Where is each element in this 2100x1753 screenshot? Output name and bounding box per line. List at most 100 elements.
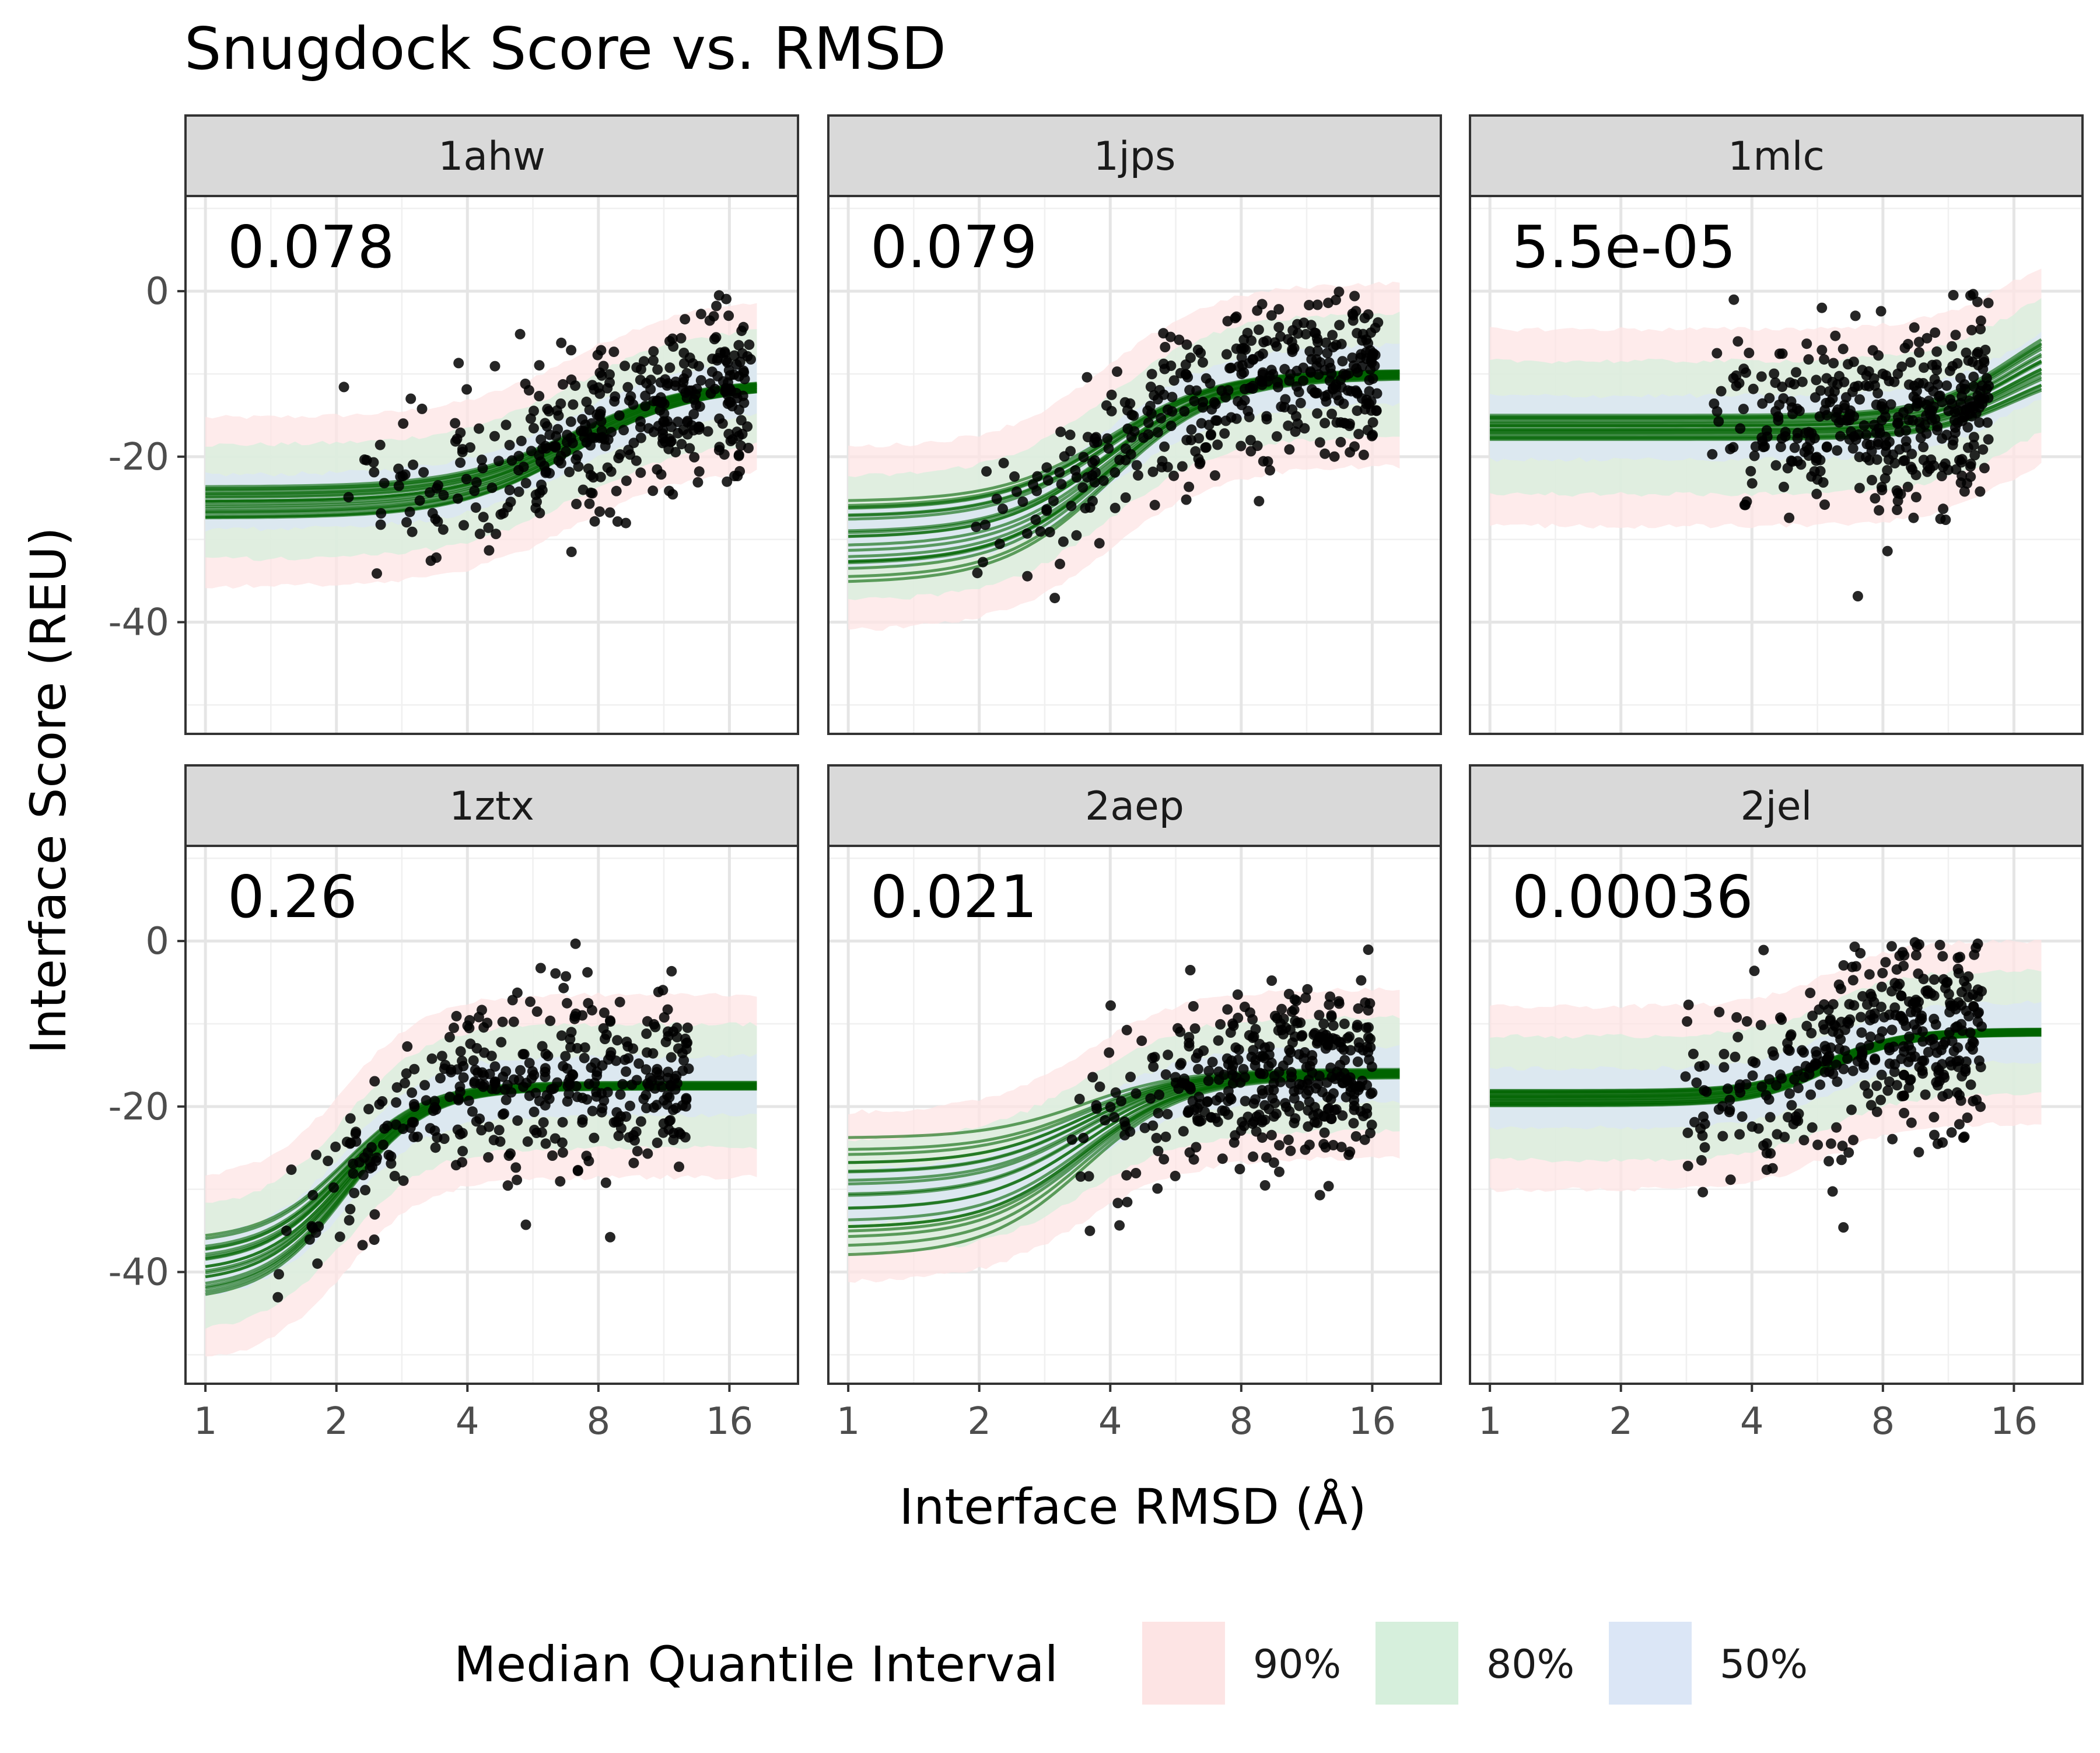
data-point xyxy=(1934,939,1945,950)
data-point xyxy=(590,1057,601,1068)
data-point xyxy=(1152,1183,1163,1194)
data-point xyxy=(1830,330,1841,341)
data-point xyxy=(304,1234,315,1245)
data-point xyxy=(363,1104,374,1115)
data-point xyxy=(1876,401,1887,412)
data-point xyxy=(1091,432,1101,443)
data-point xyxy=(564,1089,575,1100)
data-point xyxy=(1082,372,1093,383)
data-point xyxy=(1032,471,1043,482)
data-point xyxy=(1083,1171,1094,1182)
data-point xyxy=(1910,995,1922,1006)
data-point xyxy=(479,1047,490,1058)
data-point xyxy=(453,1093,464,1104)
data-point xyxy=(513,450,524,461)
data-point xyxy=(424,487,435,498)
y-tick-label: 0 xyxy=(145,920,169,963)
data-point xyxy=(688,408,699,419)
data-point xyxy=(1292,418,1303,429)
data-point xyxy=(1971,348,1982,359)
data-point xyxy=(453,358,464,369)
data-point xyxy=(614,996,625,1007)
data-point xyxy=(582,967,593,978)
data-point xyxy=(560,1051,571,1062)
data-point xyxy=(1856,1012,1866,1023)
data-point xyxy=(1682,1127,1693,1138)
data-point xyxy=(464,1023,475,1034)
y-axis-label: Interface Score (REU) xyxy=(20,527,77,1054)
data-point xyxy=(484,545,495,556)
data-point xyxy=(1973,1007,1984,1018)
data-point xyxy=(1163,1049,1174,1061)
data-point xyxy=(1756,1081,1768,1092)
data-point xyxy=(1349,1100,1360,1111)
data-point xyxy=(1071,472,1082,483)
data-point xyxy=(605,1231,615,1243)
data-point xyxy=(1294,1100,1305,1111)
data-point xyxy=(1364,375,1375,386)
data-point xyxy=(458,1072,469,1083)
data-point xyxy=(1304,300,1315,310)
data-point xyxy=(366,1142,377,1153)
data-point xyxy=(604,369,615,380)
data-point xyxy=(1937,433,1948,444)
data-point xyxy=(514,328,526,340)
data-point xyxy=(1269,337,1280,348)
data-point xyxy=(742,351,753,362)
data-point xyxy=(1109,1112,1120,1123)
data-point xyxy=(1257,1089,1268,1099)
data-point xyxy=(1089,477,1100,488)
data-point xyxy=(1147,1120,1158,1131)
data-point xyxy=(1120,443,1131,454)
data-point xyxy=(541,421,552,432)
data-point xyxy=(1324,1103,1335,1114)
data-point xyxy=(678,1055,690,1066)
data-point xyxy=(1838,1222,1849,1233)
data-point xyxy=(1947,341,1958,352)
data-point xyxy=(1120,1121,1131,1132)
data-point xyxy=(1929,1112,1940,1122)
data-point xyxy=(1044,527,1055,538)
data-point xyxy=(369,1076,380,1087)
data-point xyxy=(369,467,380,478)
data-point xyxy=(1882,465,1893,476)
data-point xyxy=(1289,1086,1300,1097)
data-point xyxy=(1931,346,1943,357)
data-point xyxy=(1350,1131,1362,1142)
data-point xyxy=(628,1043,639,1054)
data-point xyxy=(1714,1006,1725,1017)
data-point xyxy=(1831,1122,1842,1133)
data-point xyxy=(1317,1087,1328,1097)
data-point xyxy=(1054,467,1065,478)
data-point xyxy=(1731,1012,1742,1023)
data-point xyxy=(1975,315,1986,326)
data-point xyxy=(1284,1024,1296,1035)
data-point xyxy=(1194,459,1205,470)
data-point xyxy=(1214,1092,1226,1103)
data-point xyxy=(1271,431,1282,442)
data-point xyxy=(506,1087,517,1098)
data-point xyxy=(1152,427,1163,438)
data-point xyxy=(1315,357,1326,368)
data-point xyxy=(552,424,564,435)
data-point xyxy=(1952,964,1964,974)
data-point xyxy=(498,508,509,519)
data-point xyxy=(1231,343,1242,354)
data-point xyxy=(1190,446,1201,457)
data-point xyxy=(1904,1031,1915,1042)
data-point xyxy=(1017,496,1028,507)
data-point xyxy=(1287,347,1298,358)
data-point xyxy=(1857,1047,1868,1058)
data-point xyxy=(1853,380,1864,391)
data-point xyxy=(1259,1180,1270,1191)
data-point xyxy=(621,475,632,487)
data-point xyxy=(1983,298,1994,309)
data-point xyxy=(659,1012,670,1023)
data-point xyxy=(1349,291,1360,302)
data-point xyxy=(688,394,699,405)
data-point xyxy=(1112,1198,1124,1209)
data-point xyxy=(1772,1129,1783,1140)
data-point xyxy=(1289,994,1300,1005)
data-point xyxy=(1886,941,1897,952)
data-point xyxy=(528,1107,540,1117)
